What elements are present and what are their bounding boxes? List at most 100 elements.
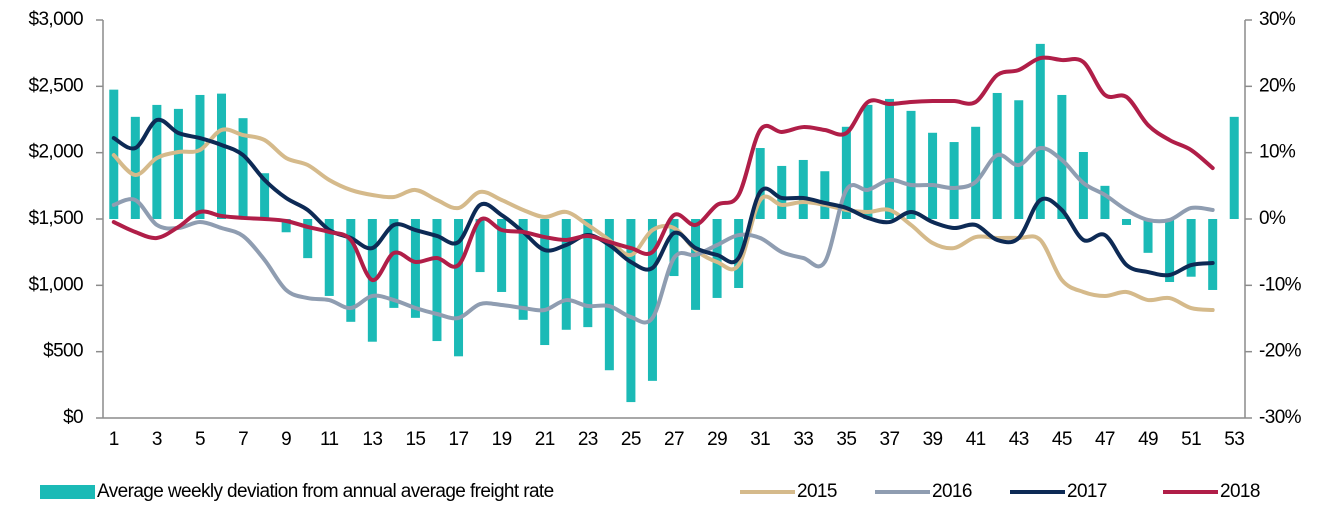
x-tick-label: 5 [195, 429, 205, 450]
line [111, 117, 1215, 278]
bar [1208, 219, 1218, 290]
bar [1035, 43, 1045, 219]
bar [712, 219, 722, 298]
bar [647, 219, 657, 381]
x-tick-label: 1 [109, 429, 119, 450]
bar [583, 219, 593, 328]
bar [777, 165, 787, 219]
x-tick-label: 35 [836, 429, 856, 450]
y2-tick-label: -10% [1259, 274, 1302, 295]
x-tick-label: 45 [1052, 429, 1072, 450]
x-tick-label: 29 [707, 429, 727, 450]
x-tick-label: 37 [880, 429, 900, 450]
x-tick-label: 3 [152, 429, 162, 450]
bar [884, 98, 894, 219]
legend-label: Average weekly deviation from annual ave… [97, 481, 554, 502]
y-tick-label: $500 [43, 341, 83, 362]
bar [1057, 94, 1067, 219]
bar [669, 219, 679, 277]
x-tick-label: 19 [492, 429, 512, 450]
y2-tick-label: 20% [1259, 75, 1296, 96]
bar [303, 219, 313, 259]
y-tick-label: $3,000 [28, 9, 83, 30]
bar [497, 219, 507, 292]
x-tick-label: 33 [793, 429, 813, 450]
bar [1229, 116, 1239, 219]
x-tick-label: 17 [449, 429, 469, 450]
bar [195, 94, 205, 219]
legend-swatch [40, 485, 95, 499]
bar [906, 110, 916, 219]
legend-label: 2017 [1067, 481, 1107, 502]
y2-tick-label: -30% [1259, 407, 1302, 428]
y2-tick-label: 30% [1259, 9, 1296, 30]
bar [454, 219, 464, 357]
legend-label: 2015 [797, 481, 837, 502]
bar [540, 219, 550, 346]
bar [604, 219, 614, 371]
bar [475, 219, 485, 273]
bar [949, 142, 959, 219]
bar [281, 219, 291, 233]
bar [173, 108, 183, 219]
bar [841, 126, 851, 219]
x-tick-label: 9 [281, 429, 291, 450]
x-tick-label: 7 [238, 429, 248, 450]
y-tick-label: $1,500 [28, 208, 83, 229]
bar [260, 173, 270, 219]
y2-tick-label: -20% [1259, 341, 1302, 362]
bar [863, 104, 873, 219]
bar [561, 219, 571, 330]
bar [1143, 219, 1153, 253]
y-tick-label: $0 [63, 407, 83, 428]
line [111, 146, 1215, 325]
x-tick-label: 11 [320, 429, 339, 450]
x-tick-label: 27 [664, 429, 684, 450]
x-tick-label: 41 [966, 429, 986, 450]
x-tick-label: 51 [1181, 429, 1201, 450]
x-tick-label: 39 [923, 429, 943, 450]
bar [820, 171, 830, 219]
bar [130, 116, 140, 219]
x-tick-label: 43 [1009, 429, 1029, 450]
y2-tick-label: 10% [1259, 142, 1296, 163]
bar [1121, 219, 1131, 225]
x-tick-label: 25 [621, 429, 641, 450]
bar [734, 219, 744, 288]
x-tick-label: 13 [362, 429, 382, 450]
bar [971, 126, 981, 219]
legend-label: 2018 [1220, 481, 1260, 502]
bar [432, 219, 442, 342]
x-tick-label: 47 [1095, 429, 1115, 450]
bar [798, 159, 808, 219]
bar [626, 219, 636, 403]
x-tick-label: 21 [535, 429, 555, 450]
x-tick-label: 49 [1138, 429, 1158, 450]
y-tick-label: $1,000 [28, 274, 83, 295]
bar [518, 219, 528, 320]
bar [346, 219, 356, 322]
legend-label: 2016 [932, 481, 972, 502]
x-tick-label: 53 [1224, 429, 1244, 450]
bar [1014, 100, 1024, 219]
bar [1165, 219, 1175, 283]
bar [1186, 219, 1196, 277]
bar [691, 219, 701, 310]
bar [410, 219, 420, 318]
y2-tick-label: 0% [1259, 208, 1286, 229]
x-tick-label: 31 [750, 429, 770, 450]
bar [152, 104, 162, 219]
y-tick-label: $2,500 [28, 75, 83, 96]
line [111, 55, 1215, 283]
bar [1100, 185, 1110, 219]
bar [928, 132, 938, 219]
x-tick-label: 15 [405, 429, 425, 450]
bar [389, 219, 399, 308]
bar [324, 219, 334, 296]
x-tick-label: 23 [578, 429, 598, 450]
bar [217, 93, 227, 219]
bar [755, 148, 765, 219]
bar [238, 118, 248, 219]
